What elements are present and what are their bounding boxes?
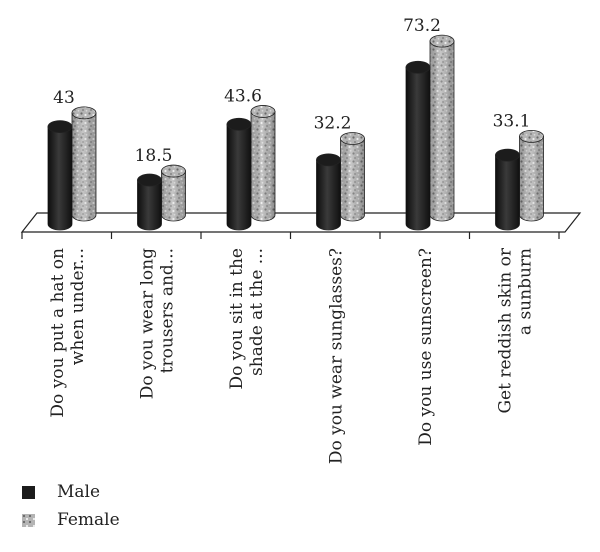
category-label-line: Do you wear sunglasses? xyxy=(326,248,346,464)
bar-female xyxy=(250,105,276,222)
bar-female xyxy=(429,34,455,222)
legend: Male Female xyxy=(22,478,120,534)
bar-male xyxy=(137,173,162,231)
category-label: Do you sit in theshade at the ... xyxy=(227,248,267,390)
bars-group xyxy=(47,34,544,231)
category-label-line: trousers and... xyxy=(157,248,177,373)
category-label: Get reddish skin ora sunburn xyxy=(495,247,535,413)
data-label: 73.2 xyxy=(403,16,441,36)
bar-male xyxy=(47,120,73,231)
category-label: Do you use sunscreen? xyxy=(416,248,436,446)
bar-female xyxy=(519,129,544,222)
category-label-line: Do you put a hat on xyxy=(48,248,68,418)
category-label-line: shade at the ... xyxy=(247,248,267,376)
category-label-line: Do you use sunscreen? xyxy=(416,248,436,446)
data-labels-group: 43 18.5 43.6 32.2 73.2 33.1 xyxy=(53,16,530,166)
category-label: Do you wear longtrousers and... xyxy=(137,248,177,399)
category-label-line: a sunburn xyxy=(515,248,535,335)
category-label-line: Do you wear long xyxy=(137,248,157,399)
legend-item-female: Female xyxy=(22,506,120,534)
bar-male xyxy=(405,60,431,231)
data-label: 18.5 xyxy=(135,146,173,166)
bar-female xyxy=(161,164,186,222)
bar-male xyxy=(226,117,252,231)
bar-female xyxy=(71,106,97,222)
data-label: 32.2 xyxy=(314,114,352,134)
bar-male xyxy=(316,153,341,231)
category-label: Do you put a hat onwhen under... xyxy=(48,248,88,418)
category-label-line: Do you sit in the xyxy=(227,248,247,390)
data-label: 33.1 xyxy=(493,111,531,131)
category-label-line: Get reddish skin or xyxy=(495,247,515,413)
category-label: Do you wear sunglasses? xyxy=(326,248,346,464)
legend-label-female: Female xyxy=(57,510,120,530)
category-label-line: when under... xyxy=(68,248,88,365)
male-swatch xyxy=(22,485,35,499)
bar-male xyxy=(495,148,520,231)
female-swatch xyxy=(22,513,35,527)
category-labels-group: Do you put a hat onwhen under... Do you w… xyxy=(48,247,536,464)
legend-label-male: Male xyxy=(57,482,101,502)
data-label: 43 xyxy=(53,88,75,108)
legend-item-male: Male xyxy=(22,478,120,506)
bar-female xyxy=(340,132,365,222)
data-label: 43.6 xyxy=(224,86,262,106)
